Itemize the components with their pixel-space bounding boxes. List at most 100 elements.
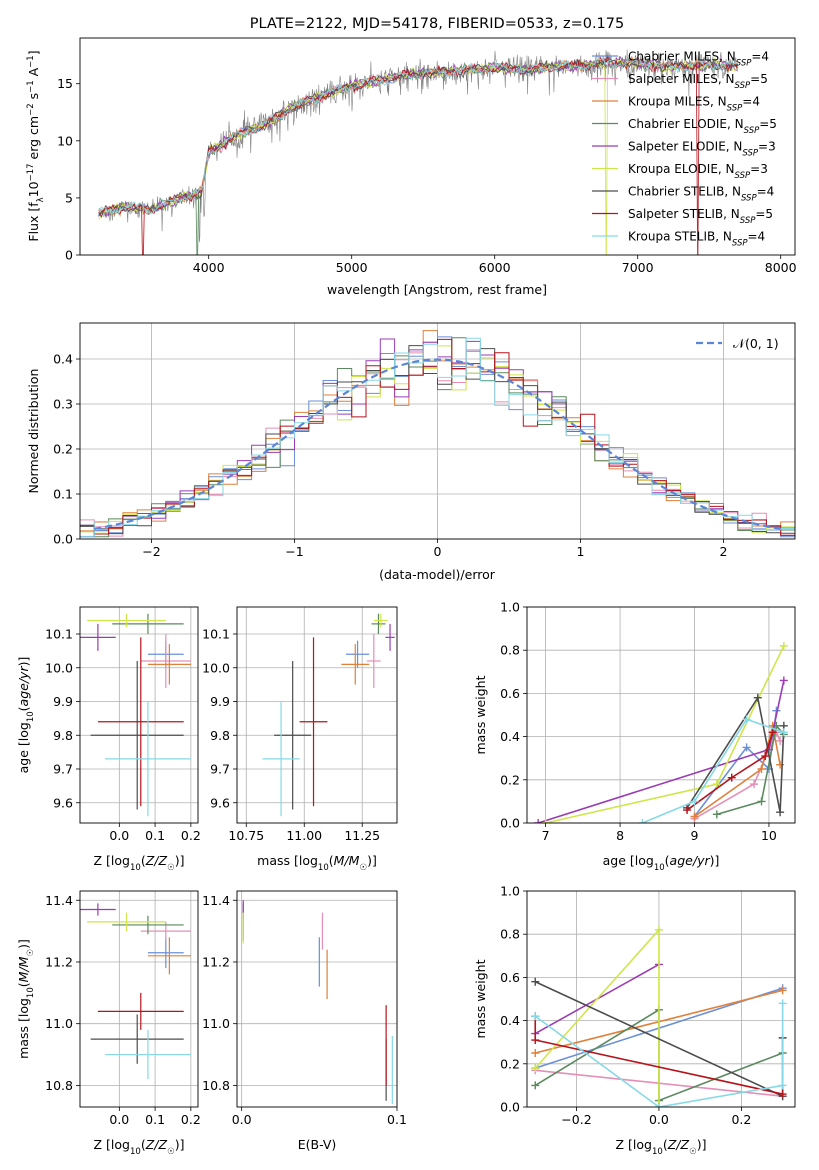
- errorbar-kroupa-stelib: [105, 1029, 191, 1080]
- label-part: M: [16, 956, 31, 967]
- label-part: Z: [667, 1137, 677, 1152]
- y-tick-label: 9.7: [53, 762, 73, 777]
- label-part: ☉: [26, 949, 36, 957]
- label-part: ☉: [167, 863, 175, 873]
- x-tick-label: 5000: [336, 260, 368, 275]
- weight-point: [712, 780, 721, 789]
- label-part: /: [343, 853, 350, 868]
- y-tick-label: 11.4: [202, 893, 230, 908]
- label-part: (: [16, 982, 31, 987]
- weight-point: [742, 743, 751, 752]
- label-part: )]: [175, 853, 185, 868]
- normal-reference-line: [94, 358, 781, 531]
- weight-point: [778, 1090, 787, 1099]
- x-tick-label: 0.0: [232, 1112, 252, 1127]
- errorbar-kroupa-elodie: [373, 613, 388, 628]
- x-axis-label: wavelength [Angstrom, rest frame]: [327, 282, 547, 297]
- y-tick-label: 0.2: [500, 772, 520, 787]
- y-axis-label: Flux [fλ10−17 erg cm−2 s−1 A−1]: [26, 50, 46, 241]
- plot-area: [80, 903, 191, 1080]
- x-tick-label: 10.75: [228, 828, 264, 843]
- label-part: M: [16, 971, 31, 982]
- legend-entry: Kroupa MILES, NSSP=4: [628, 95, 760, 114]
- x-axis-label: E(B-V): [298, 1137, 337, 1152]
- y-tick-label: 15: [57, 76, 73, 91]
- y-tick-label: 0.6: [500, 970, 520, 985]
- y-tick-label: 0.0: [500, 1100, 520, 1115]
- legend-name: Chabrier MILES, N: [628, 50, 736, 64]
- y-tick-label: 0.2: [53, 442, 73, 457]
- weight-series-chabrier-stelib: [683, 693, 788, 817]
- y-tick-label: 5: [65, 190, 73, 205]
- y-tick-label: 9.7: [210, 762, 230, 777]
- axes-frame: [79, 37, 796, 256]
- y-tick-label: 10.0: [202, 660, 230, 675]
- legend-name: Kroupa STELIB, N: [628, 230, 732, 244]
- legend-value: =4: [742, 95, 760, 109]
- weight-point: [776, 808, 785, 817]
- label-part: 10: [318, 863, 329, 873]
- errorbar-salpeter-elodie: [80, 623, 116, 651]
- y-tick-label: 9.8: [210, 728, 230, 743]
- legend-sub: SSP: [744, 126, 760, 136]
- errorbar-kroupa-elodie: [87, 613, 166, 628]
- weight-point: [761, 752, 770, 761]
- legend-entry: Chabrier STELIB, NSSP=4: [628, 185, 774, 204]
- axes-mass-vs-Z: 0.0 0.1 0.210.811.011.211.4Z [log10(Z/Z☉)]…: [16, 890, 201, 1157]
- label-part: age: [670, 853, 694, 868]
- x-axis-label: age [log10(age/yr)]: [603, 853, 720, 873]
- weight-line: [686, 732, 774, 811]
- label-part: 10: [26, 987, 36, 998]
- y-tick-label: 0.0: [500, 816, 520, 831]
- axes-frame: [526, 606, 796, 824]
- y-tick-label: 10.8: [202, 1078, 230, 1093]
- label-part: Z [log: [94, 853, 130, 868]
- weight-point: [531, 1049, 540, 1057]
- errorbar-chabrier-elodie: [112, 613, 184, 634]
- y-tick-label: 0.4: [500, 729, 520, 744]
- weight-series-kroupa-stelib: [531, 999, 787, 1107]
- x-axis-label: mass [log10(M/M☉)]: [257, 853, 377, 873]
- weight-point: [779, 728, 788, 737]
- label-part: /: [16, 966, 31, 973]
- label-part: −1: [26, 80, 36, 93]
- legend-name: Chabrier ELODIE, N: [628, 117, 744, 131]
- legend-entry: Salpeter ELODIE, NSSP=3: [628, 140, 776, 159]
- x-tick-label: 11.00: [286, 828, 322, 843]
- label-part: (: [329, 853, 334, 868]
- errorbar-salpeter-elodie: [80, 903, 116, 916]
- label-part: λ: [36, 197, 46, 202]
- y-tick-label: 0.8: [500, 643, 520, 658]
- x-tick-label: 11.25: [344, 828, 380, 843]
- chart-title: PLATE=2122, MJD=54178, FIBERID=0533, z=0…: [250, 16, 624, 32]
- x-tick-label: 2: [720, 544, 728, 559]
- axes-age-vs-Z: 0.0 0.1 0.29.69.79.89.910.010.1Z [log10(Z/…: [16, 606, 201, 873]
- label-part: −17: [26, 163, 36, 181]
- legend-sub: SSP: [740, 216, 756, 226]
- x-tick-label: 8000: [765, 260, 797, 275]
- label-part: 10: [130, 863, 141, 873]
- weight-point: [531, 1064, 540, 1073]
- x-tick-label: 10: [761, 828, 777, 843]
- axes-frame: [79, 606, 199, 824]
- legend-entry: Chabrier ELODIE, NSSP=5: [628, 117, 777, 136]
- plot-area: [80, 613, 191, 817]
- model-line-kroupa-stelib: [98, 57, 739, 216]
- x-tick-label: −0.2: [561, 1112, 591, 1127]
- y-tick-label: 9.9: [53, 694, 73, 709]
- weight-line: [534, 1003, 784, 1107]
- y-tick-label: 11.4: [45, 893, 73, 908]
- weight-series-kroupa-elodie: [541, 641, 788, 823]
- label-part: s: [26, 93, 41, 104]
- y-tick-label: 0.2: [500, 1056, 520, 1071]
- x-tick-label: 1: [577, 544, 585, 559]
- x-axis-label: Z [log10(Z/Z☉)]: [616, 1137, 707, 1157]
- label-part: 10: [654, 863, 665, 873]
- axes-frame: [236, 606, 398, 824]
- y-tick-label: 1.0: [500, 884, 520, 899]
- weight-line: [545, 645, 785, 823]
- label-part: )]: [16, 939, 31, 949]
- x-tick-label: 0.2: [181, 828, 201, 843]
- weight-line: [642, 718, 785, 823]
- legend-sub: SSP: [742, 149, 758, 159]
